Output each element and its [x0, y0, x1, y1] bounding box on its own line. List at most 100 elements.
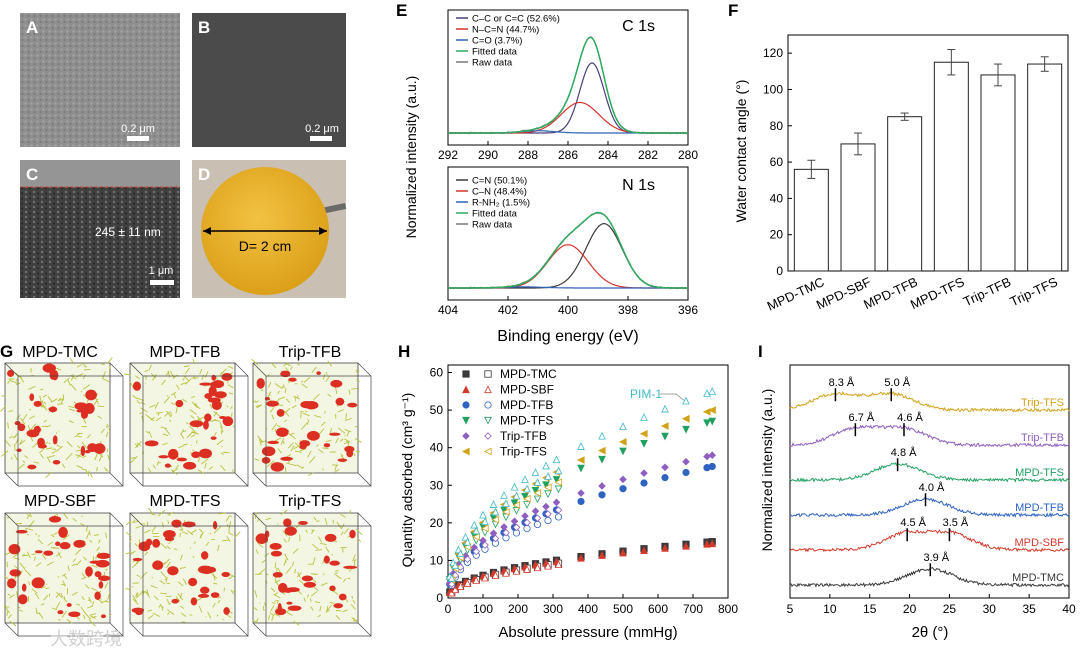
xrd-peak-label: 4.5 Å [900, 516, 926, 529]
polymer-strand [6, 517, 9, 518]
pore-volume [145, 440, 159, 446]
h-point-PIM-1 [662, 406, 668, 412]
h-point-PIM-1 [683, 398, 689, 404]
pore-volume [94, 592, 100, 600]
h-point-MPD-TFS [641, 440, 647, 446]
h-legend-marker [485, 386, 491, 392]
polymer-strand [4, 607, 9, 608]
polymer-strand [93, 556, 94, 561]
pore-volume [49, 406, 57, 412]
pore-volume [58, 527, 68, 538]
pore-volume [165, 463, 171, 467]
pore-volume [343, 566, 357, 569]
pore-volume [339, 594, 347, 601]
sem-panel-c: C 245 ± 11 nm 1 μm [20, 160, 180, 298]
pore-volume [201, 551, 208, 560]
pore-volume [257, 378, 265, 389]
h-ytick-label: 40 [430, 441, 444, 455]
xrd-series-label: MPD-SBF [1015, 537, 1065, 549]
h-legend-label: MPD-TFS [500, 414, 553, 428]
h-point-MPD-TFS [662, 433, 668, 439]
h-point-MPD-TFS [709, 418, 715, 424]
model-label-mpd-tfb: MPD-TFB [149, 344, 220, 361]
e-peak-C–N [448, 245, 688, 288]
h-ytick-label: 60 [430, 366, 444, 380]
h-point-MPD-TFB [683, 469, 689, 475]
h-point-PIM-1 [553, 456, 559, 462]
f-ytick-label: 80 [770, 119, 784, 133]
h-legend-marker [463, 448, 469, 454]
h-point-Trip-TFB [683, 459, 689, 465]
pore-volume [76, 409, 86, 412]
h-point-MPD-TFB [620, 486, 626, 492]
h-point-Trip-TFB [543, 503, 549, 509]
panel-letter-c: C [26, 165, 38, 184]
h-point-Trip-TFS [578, 457, 584, 463]
h-legend-marker [463, 402, 469, 408]
h-point-Trip-TFB [578, 490, 584, 496]
sem-panel-b: B 0.2 μm [192, 13, 346, 147]
h-point-PIM-1 [599, 433, 605, 439]
polymer-strand [261, 440, 262, 446]
h-point-Trip-TFB [532, 508, 538, 514]
pore-volume [324, 555, 330, 563]
h-point-Trip-TFS [704, 409, 710, 415]
f-ylabel: Water contact angle (°) [733, 80, 749, 223]
pore-volume [203, 420, 209, 429]
pore-volume [267, 441, 279, 444]
h-point-Trip-TFB [553, 499, 559, 505]
h-point-PIM-1 [704, 390, 710, 396]
pore-volume [191, 597, 198, 605]
pore-volume [190, 420, 204, 427]
model-cube-MPD-TMC [0, 357, 123, 486]
pore-volume [171, 520, 181, 528]
pim1-annotation: PIM-1 [630, 387, 662, 401]
scale-bar-b [310, 136, 332, 141]
pore-volume [158, 455, 169, 458]
polymer-strand [29, 409, 31, 410]
h-ytick-label: 30 [430, 478, 444, 492]
pore-volume [34, 401, 42, 407]
e-ylabel: Normalized intensity (a.u.) [403, 76, 419, 239]
f-bar-MPD-TMC [794, 169, 828, 271]
pore-volume [329, 561, 339, 566]
h-point-MPD-TFB [599, 492, 605, 498]
h-legend-marker [485, 371, 491, 377]
h-point-Trip-TFB [709, 452, 715, 458]
h-point-MPD-TFB [709, 463, 715, 469]
panel-letter-d: D [198, 165, 210, 184]
polymer-strand [235, 532, 241, 538]
panel-letter-h: H [398, 342, 410, 361]
h-point-PIM-1 [511, 484, 517, 490]
f-category-label: MPD-TFS [908, 274, 967, 312]
pore-volume [55, 541, 60, 546]
h-point-Trip-TFB [511, 518, 517, 524]
h-point-Trip-TFS [599, 447, 605, 453]
c1s-title: C 1s [622, 18, 655, 35]
h-point-Trip-TFS [620, 439, 626, 445]
pore-volume [223, 607, 229, 615]
pore-volume [273, 572, 283, 578]
h-point-Trip-TFB [599, 483, 605, 489]
h-ytick-label: 10 [430, 553, 444, 567]
pore-volume [99, 581, 104, 588]
h-legend-marker [485, 448, 491, 454]
scale-label-c: 1 μm [149, 265, 174, 277]
i-xtick-label: 25 [943, 602, 957, 616]
h-xtick-label: 100 [473, 602, 493, 616]
xrd-peak-label: 5.0 Å [884, 376, 910, 389]
h-xtick-label: 300 [543, 602, 563, 616]
pore-volume [299, 440, 310, 447]
h-ytick-label: 20 [430, 516, 444, 530]
e-legend-label: Raw data [472, 58, 513, 69]
pore-volume [325, 534, 337, 542]
pore-volume [81, 446, 85, 456]
model-label-trip-tfb: Trip-TFB [279, 344, 342, 361]
pore-volume [57, 610, 63, 614]
scale-label-a: 0.2 μm [121, 123, 155, 135]
panel-letter-b: B [198, 18, 210, 37]
h-legend-marker [463, 386, 469, 392]
polymer-strand [270, 392, 271, 396]
pore-volume [7, 578, 16, 588]
